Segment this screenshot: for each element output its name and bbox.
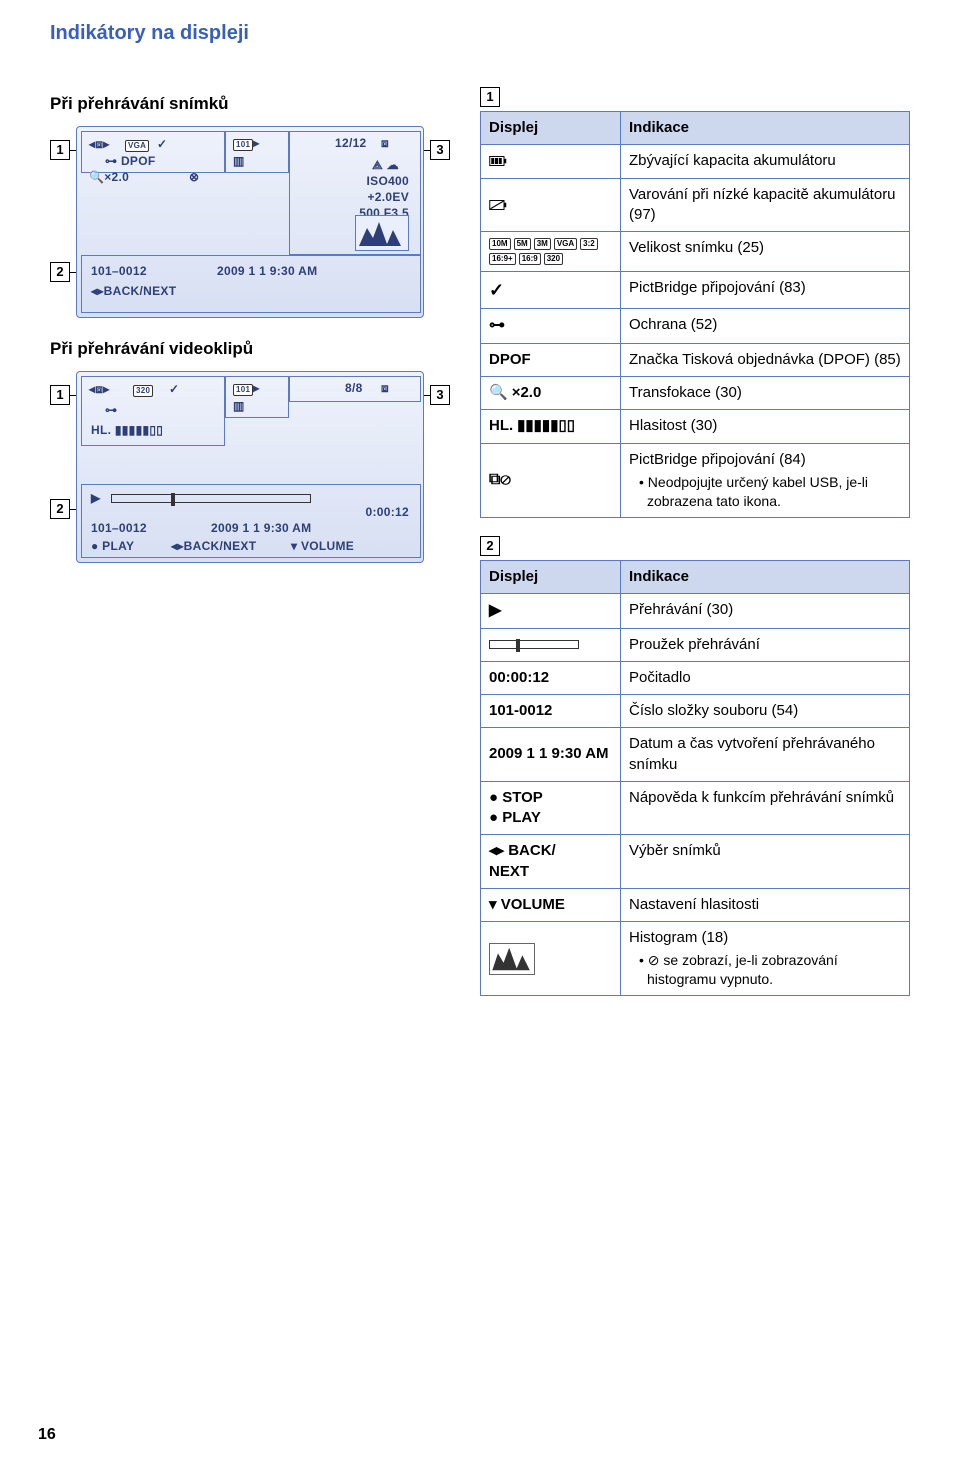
row-dpof-key: DPOF: [481, 344, 621, 376]
progress-bar-icon: [489, 640, 579, 649]
subhead-images: Při přehrávání snímků: [50, 93, 450, 116]
display1-wrap: 1 2 3 ◂⧈▸ VGA ✓ 101▸ ▥ 12/12 ⧈: [50, 126, 450, 318]
row-size-val: Velikost snímku (25): [621, 232, 909, 271]
content-columns: Při přehrávání snímků 1 2 3 ◂⧈▸ VGA ✓: [50, 87, 910, 1014]
row-battery-val: Zbývající kapacita akumulátoru: [621, 145, 909, 177]
key-icon: ⊶: [489, 315, 505, 337]
size-icon: 10M: [489, 238, 511, 250]
size-icon: 320: [544, 253, 563, 265]
row-counter-key: 00:00:12: [481, 662, 621, 694]
row-zoom-val: Transfokace (30): [621, 377, 909, 409]
callout-2b: 2: [50, 499, 70, 519]
row-date-key: 2009 1 1 9:30 AM: [481, 728, 621, 781]
section-1-number: 1: [480, 87, 500, 107]
row-pict-key: ✓: [481, 272, 621, 308]
volume-bars-icon: ▮▮▮▮▮▯▯: [517, 416, 575, 436]
size-icon: 5M: [514, 238, 531, 250]
table2-header-r: Indikace: [621, 561, 909, 593]
usb-no-icon: ⧉⊘: [489, 469, 511, 491]
row-progress-key: [481, 629, 621, 661]
size-icon: 3M: [534, 238, 551, 250]
zoom-icon: 🔍: [489, 383, 508, 403]
histogram-thumb-icon: [489, 943, 535, 975]
callout-3a: 3: [430, 140, 450, 160]
battery-low-icon: [489, 198, 507, 212]
row-stopplay-val: Nápověda k funkcím přehrávání snímků: [621, 782, 909, 835]
display2-wrap: 1 2 3 ◂⧈▸ 320 ✓ 101▸ ▥ 8/8 ⧈ ⊶ HL. ▮▮▮▮▮…: [50, 371, 450, 563]
row-battery-low-key: [481, 179, 621, 232]
row-zoom-key: 🔍×2.0: [481, 377, 621, 409]
page-number: 16: [38, 1424, 56, 1446]
row-usb-val: PictBridge připojování (84) • Neodpojujt…: [621, 444, 909, 517]
callout-3b: 3: [430, 385, 450, 405]
table2-header-l: Displej: [481, 561, 621, 593]
histogram-icon: [355, 215, 409, 251]
page-title: Indikátory na displeji: [50, 20, 910, 47]
row-vol-val: Hlasitost (30): [621, 410, 909, 442]
callout-2a: 2: [50, 262, 70, 282]
row-volume-key: ▾ VOLUME: [481, 889, 621, 921]
lcd-display-photo: ◂⧈▸ VGA ✓ 101▸ ▥ 12/12 ⧈ ⊶ DPOF 🔍×2.0 ⊗ …: [76, 126, 424, 318]
table-2: Displej Indikace ▶ Přehrávání (30) Prouž…: [480, 560, 910, 996]
row-battery-low-val: Varování při nízké kapacitě akumulátoru …: [621, 179, 909, 232]
row-usb-key: ⧉⊘: [481, 444, 621, 517]
section-2-number: 2: [480, 536, 500, 556]
row-battery-key: [481, 145, 621, 177]
size-icon: 3:2: [580, 238, 598, 250]
row-progress-val: Proužek přehrávání: [621, 629, 909, 661]
size-icon: 16:9+: [489, 253, 516, 265]
row-histo-key: [481, 922, 621, 995]
row-volume-val: Nastavení hlasitosti: [621, 889, 909, 921]
battery-icon: [489, 154, 507, 168]
table-1: Displej Indikace Zbývající kapacita akum…: [480, 111, 910, 518]
row-play-val: Přehrávání (30): [621, 594, 909, 628]
size-icon: 16:9: [519, 253, 541, 265]
row-key-val: Ochrana (52): [621, 309, 909, 343]
row-date-val: Datum a čas vytvoření přehrávaného snímk…: [621, 728, 909, 781]
callout-1b: 1: [50, 385, 70, 405]
row-size-key: 10M 5M 3M VGA 3:2 16:9+ 16:9 320: [481, 232, 621, 271]
size-icon: VGA: [554, 238, 577, 250]
row-counter-val: Počitadlo: [621, 662, 909, 694]
row-play-key: ▶: [481, 594, 621, 628]
right-column: 1 Displej Indikace Zbývající kapacita ak…: [480, 87, 910, 1014]
table1-header-r: Indikace: [621, 112, 909, 144]
row-backnext-key: ◂▸ BACK/ NEXT: [481, 835, 621, 888]
row-usb-bullet: • Neodpojujte určený kabel USB, je-li zo…: [639, 473, 901, 511]
lcd-display-video: ◂⧈▸ 320 ✓ 101▸ ▥ 8/8 ⧈ ⊶ HL. ▮▮▮▮▮▯▯ ▶ 0…: [76, 371, 424, 563]
row-fileno-val: Číslo složky souboru (54): [621, 695, 909, 727]
left-column: Při přehrávání snímků 1 2 3 ◂⧈▸ VGA ✓: [50, 87, 450, 1014]
row-pict-val: PictBridge připojování (83): [621, 272, 909, 308]
table1-header-l: Displej: [481, 112, 621, 144]
subhead-video: Při přehrávání videoklipů: [50, 338, 450, 361]
play-icon: ▶: [489, 600, 501, 622]
row-histo-val: Histogram (18) • ⊘ se zobrazí, je-li zob…: [621, 922, 909, 995]
row-stopplay-key: ● STOP ● PLAY: [481, 782, 621, 835]
row-backnext-val: Výběr snímků: [621, 835, 909, 888]
row-dpof-val: Značka Tisková objednávka (DPOF) (85): [621, 344, 909, 376]
row-fileno-key: 101-0012: [481, 695, 621, 727]
pictbridge-icon: ✓: [489, 278, 504, 302]
callout-1a: 1: [50, 140, 70, 160]
row-histo-bullet: • ⊘ se zobrazí, je-li zobrazování histog…: [639, 951, 901, 989]
row-key-key: ⊶: [481, 309, 621, 343]
row-vol-key: HL.▮▮▮▮▮▯▯: [481, 410, 621, 442]
